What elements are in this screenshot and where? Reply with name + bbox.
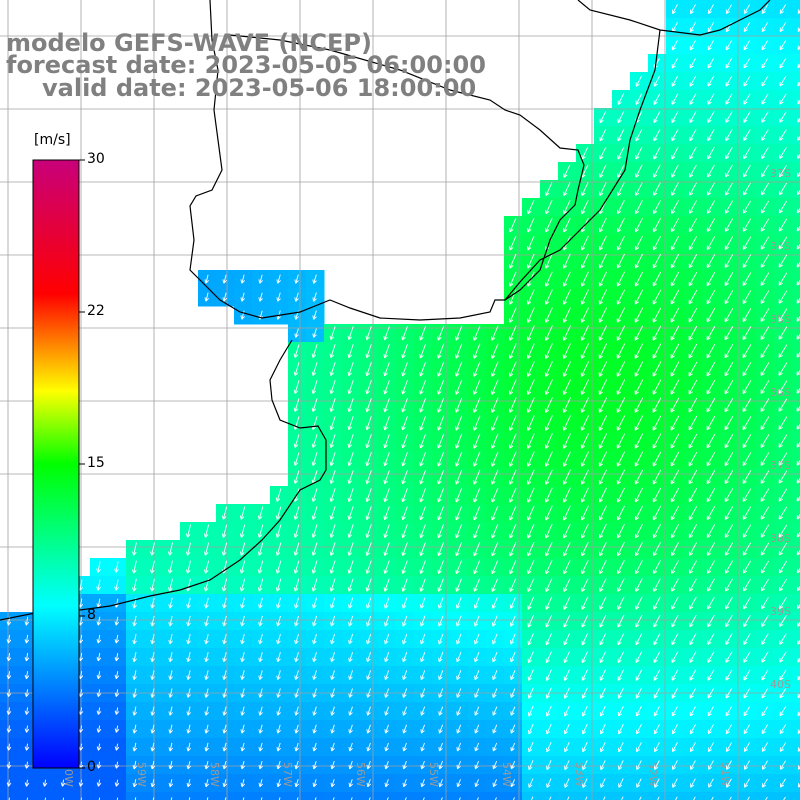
speed-cell	[792, 54, 800, 73]
speed-cell	[792, 450, 800, 469]
colorbar-tick-0: 0	[87, 759, 96, 775]
speed-cell	[792, 360, 800, 379]
latitude-label: 33S	[770, 167, 791, 180]
speed-cell	[594, 792, 613, 800]
speed-cell	[792, 144, 800, 163]
speed-cell	[792, 468, 800, 487]
speed-cell	[756, 792, 775, 800]
speed-cell	[648, 792, 667, 800]
speed-cell	[666, 792, 685, 800]
speed-cell	[612, 792, 631, 800]
speed-cell	[792, 234, 800, 253]
colorbar-unit-label: [m/s]	[34, 132, 71, 148]
speed-cell	[486, 792, 505, 800]
colorbar-tick-30: 30	[87, 151, 105, 167]
speed-cell	[504, 792, 523, 800]
speed-cell	[360, 792, 379, 800]
longitude-label: 56W	[354, 762, 367, 787]
longitude-label: 51W	[719, 762, 732, 787]
speed-cell	[792, 180, 800, 199]
speed-cell	[702, 792, 721, 800]
speed-cell	[792, 414, 800, 433]
speed-cell	[792, 738, 800, 757]
speed-cell	[558, 792, 577, 800]
longitude-label: 53W	[573, 762, 586, 787]
speed-cell	[792, 324, 800, 343]
speed-cell	[630, 792, 649, 800]
speed-cell	[738, 792, 757, 800]
speed-cell	[792, 486, 800, 505]
speed-cell	[792, 702, 800, 721]
speed-cell	[432, 792, 451, 800]
speed-cell	[540, 792, 559, 800]
speed-cell	[378, 792, 397, 800]
colorbar-tick-22: 22	[87, 303, 105, 319]
speed-cell	[792, 90, 800, 109]
speed-cell	[792, 342, 800, 361]
speed-cell	[792, 162, 800, 181]
speed-cell	[792, 756, 800, 775]
speed-cell	[774, 792, 793, 800]
speed-cell	[450, 792, 469, 800]
speed-cell	[792, 720, 800, 739]
speed-cell	[792, 126, 800, 145]
valid-date: valid date: 2023-05-06 18:00:00	[42, 74, 477, 102]
longitude-label: 58W	[208, 762, 221, 787]
speed-cell	[792, 306, 800, 325]
speed-cell	[792, 612, 800, 631]
speed-cell	[792, 522, 800, 541]
speed-cell	[792, 540, 800, 559]
speed-cell	[684, 792, 703, 800]
speed-cell	[792, 270, 800, 289]
speed-cell	[792, 0, 800, 19]
speed-cell	[396, 792, 415, 800]
speed-cell	[792, 432, 800, 451]
speed-cell	[792, 576, 800, 595]
latitude-label: 38S	[770, 532, 791, 545]
longitude-label: 61W	[0, 762, 2, 787]
speed-cell	[792, 396, 800, 415]
speed-cell	[792, 18, 800, 37]
speed-cell	[414, 792, 433, 800]
longitude-label: 57W	[281, 762, 294, 787]
speed-cell	[792, 504, 800, 523]
speed-cell	[792, 666, 800, 685]
speed-cell	[792, 198, 800, 217]
speed-cell	[792, 648, 800, 667]
speed-cell	[468, 792, 487, 800]
speed-cell	[792, 108, 800, 127]
longitude-label: 59W	[135, 762, 148, 787]
speed-cell	[792, 216, 800, 235]
colorbar-tick-8: 8	[87, 607, 96, 623]
colorbar	[32, 159, 80, 769]
speed-cell	[792, 630, 800, 649]
colorbar-tick-15: 15	[87, 455, 105, 471]
speed-cell	[792, 252, 800, 271]
speed-cell	[792, 792, 800, 800]
speed-cell	[792, 378, 800, 397]
speed-cell	[792, 594, 800, 613]
speed-cell	[342, 792, 361, 800]
speed-cell	[720, 792, 739, 800]
speed-cell	[792, 72, 800, 91]
speed-cell	[522, 792, 541, 800]
speed-cell	[792, 36, 800, 55]
speed-cell	[792, 288, 800, 307]
latitude-label: 37S	[770, 459, 791, 472]
longitude-label: 55W	[427, 762, 440, 787]
speed-cell	[792, 558, 800, 577]
